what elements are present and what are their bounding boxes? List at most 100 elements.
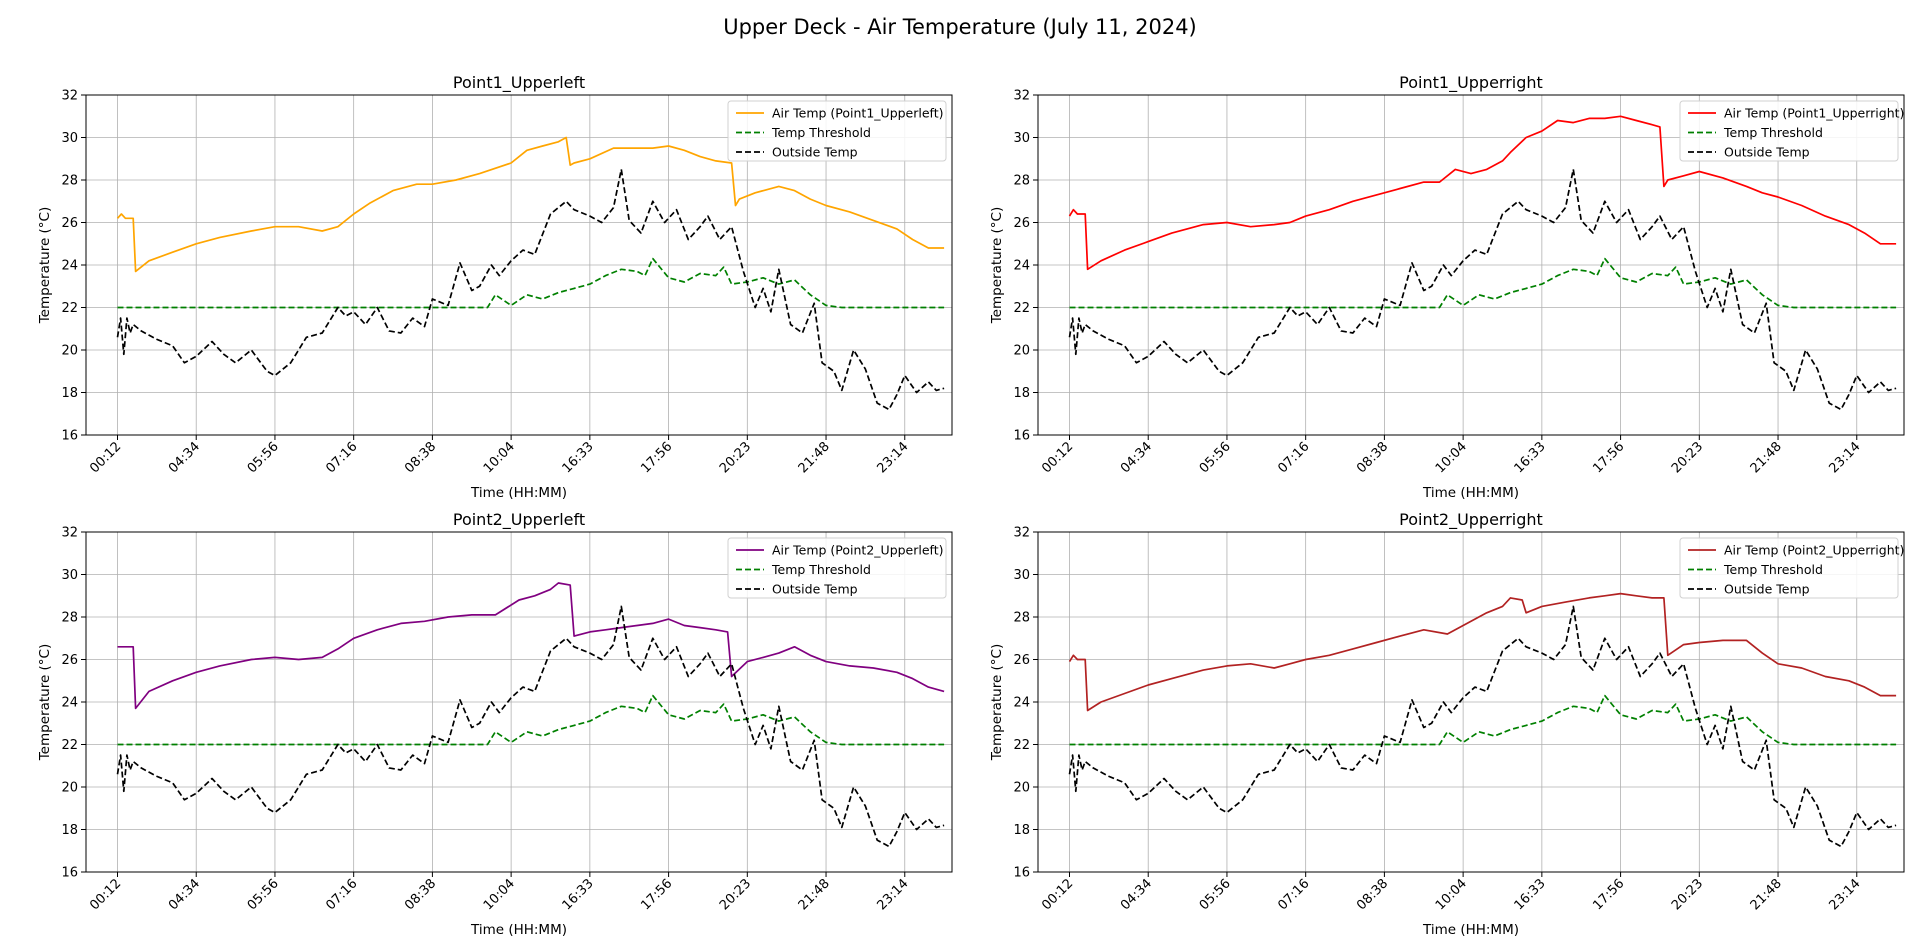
- legend-label: Air Temp (Point2_Upperright): [1724, 543, 1904, 558]
- x-tick-label: 20:23: [717, 876, 754, 913]
- y-tick-label: 32: [61, 89, 78, 104]
- y-tick-label: 22: [1013, 301, 1030, 316]
- legend: Air Temp (Point1_Upperright) Temp Thresho…: [1679, 100, 1904, 162]
- x-tick-label: 21:48: [796, 876, 833, 913]
- subplot-title: Point1_Upperright: [1399, 73, 1543, 93]
- y-tick-label: 30: [1013, 568, 1030, 583]
- y-tick-label: 16: [1013, 429, 1030, 444]
- x-tick-label: 17:56: [1590, 876, 1627, 913]
- x-tick-label: 10:04: [481, 439, 518, 476]
- series-line-1: [1068, 115, 1897, 271]
- legend: Air Temp (Point2_Upperright) Temp Thresho…: [1679, 537, 1904, 599]
- x-tick-label: 08:38: [1354, 876, 1391, 913]
- x-axis-label: Time (HH:MM): [470, 485, 567, 501]
- figure-title: Upper Deck - Air Temperature (July 11, 2…: [723, 15, 1197, 39]
- y-tick-label: 16: [61, 429, 78, 444]
- y-tick-label: 18: [61, 386, 78, 401]
- x-tick-label: 04:34: [1118, 876, 1155, 913]
- y-tick-label: 24: [61, 696, 78, 711]
- y-tick-label: 26: [1013, 653, 1030, 668]
- y-tick-label: 18: [61, 823, 78, 838]
- x-tick-label: 16:33: [560, 439, 597, 476]
- series-line-3: [1068, 168, 1897, 411]
- y-tick-label: 30: [61, 568, 78, 583]
- x-tick-label: 08:38: [1354, 439, 1391, 476]
- y-tick-label: 16: [61, 866, 78, 881]
- x-tick-label: 17:56: [1590, 439, 1627, 476]
- y-tick-label: 30: [1013, 131, 1030, 146]
- x-tick-label: 00:12: [1039, 876, 1076, 913]
- x-tick-label: 04:34: [166, 439, 203, 476]
- legend: Air Temp (Point2_Upperleft) Temp Threshol…: [727, 537, 947, 599]
- y-tick-label: 24: [61, 259, 78, 274]
- y-tick-label: 16: [1013, 866, 1030, 881]
- subplot-title: Point2_Upperright: [1399, 510, 1543, 530]
- x-tick-label: 23:14: [874, 439, 911, 476]
- y-tick-label: 26: [61, 216, 78, 231]
- x-tick-label: 17:56: [638, 439, 675, 476]
- legend-box: [1679, 537, 1899, 599]
- y-tick-label: 22: [61, 738, 78, 753]
- y-tick-label: 18: [1013, 386, 1030, 401]
- x-tick-label: 07:16: [323, 876, 360, 913]
- series-line-3: [1068, 605, 1897, 848]
- y-axis-label: Temperature (°C): [989, 644, 1005, 762]
- legend-box: [727, 100, 947, 162]
- x-tick-label: 20:23: [1669, 439, 1706, 476]
- x-tick-label: 23:14: [1826, 876, 1863, 913]
- subplot-title: Point1_Upperleft: [453, 73, 585, 93]
- x-tick-label: 20:23: [1669, 876, 1706, 913]
- x-axis-label: Time (HH:MM): [470, 922, 567, 938]
- x-tick-label: 21:48: [796, 439, 833, 476]
- series-line-2: [117, 694, 945, 746]
- subplot-3: 16 18 20 22 24 26 28 30 32 00:12 04:34 05:56 07:16 08…: [37, 510, 953, 938]
- x-tick-label: 20:23: [717, 439, 754, 476]
- series-line-1: [116, 136, 945, 273]
- y-tick-label: 22: [1013, 738, 1030, 753]
- y-tick-label: 28: [1013, 611, 1030, 626]
- y-tick-label: 32: [1013, 89, 1030, 104]
- subplot-4: 16 18 20 22 24 26 28 30 32 00:12 04:34 05:56 07:16 08…: [989, 510, 1905, 938]
- x-tick-label: 23:14: [874, 876, 911, 913]
- y-tick-label: 24: [1013, 696, 1030, 711]
- legend-label: Outside Temp: [1724, 582, 1810, 597]
- y-tick-label: 28: [61, 611, 78, 626]
- legend-label: Air Temp (Point1_Upperright): [1724, 106, 1904, 121]
- legend-label: Outside Temp: [772, 582, 858, 597]
- x-tick-label: 16:33: [1512, 876, 1549, 913]
- x-tick-label: 00:12: [87, 439, 124, 476]
- x-tick-label: 10:04: [1433, 876, 1470, 913]
- y-tick-label: 28: [1013, 174, 1030, 189]
- legend-box: [1679, 100, 1899, 162]
- x-tick-label: 21:48: [1748, 439, 1785, 476]
- y-tick-label: 24: [1013, 259, 1030, 274]
- legend-label: Air Temp (Point1_Upperleft): [772, 106, 944, 121]
- legend: Air Temp (Point1_Upperleft) Temp Threshol…: [727, 100, 947, 162]
- legend-box: [727, 537, 947, 599]
- x-tick-label: 16:33: [1512, 439, 1549, 476]
- legend-label: Outside Temp: [1724, 145, 1810, 160]
- y-tick-label: 32: [1013, 526, 1030, 541]
- series-line-2: [117, 257, 945, 309]
- x-tick-label: 04:34: [166, 876, 203, 913]
- x-tick-label: 00:12: [1039, 439, 1076, 476]
- x-tick-label: 10:04: [481, 876, 518, 913]
- y-tick-label: 28: [61, 174, 78, 189]
- x-tick-label: 10:04: [1433, 439, 1470, 476]
- legend-label: Temp Threshold: [771, 562, 871, 577]
- x-tick-label: 05:56: [245, 439, 282, 476]
- y-tick-label: 26: [1013, 216, 1030, 231]
- legend-label: Temp Threshold: [1723, 125, 1823, 140]
- y-tick-label: 20: [1013, 781, 1030, 796]
- series-line-3: [116, 605, 945, 848]
- y-tick-label: 26: [61, 653, 78, 668]
- y-tick-label: 20: [61, 781, 78, 796]
- y-tick-label: 20: [1013, 344, 1030, 359]
- y-tick-label: 32: [61, 526, 78, 541]
- legend-label: Air Temp (Point2_Upperleft): [772, 543, 944, 558]
- x-tick-label: 05:56: [1197, 876, 1234, 913]
- subplot-2: 16 18 20 22 24 26 28 30 32 00:12 04:34 05:56 07:16 08…: [989, 73, 1905, 501]
- x-tick-label: 16:33: [560, 876, 597, 913]
- x-axis-label: Time (HH:MM): [1422, 922, 1519, 938]
